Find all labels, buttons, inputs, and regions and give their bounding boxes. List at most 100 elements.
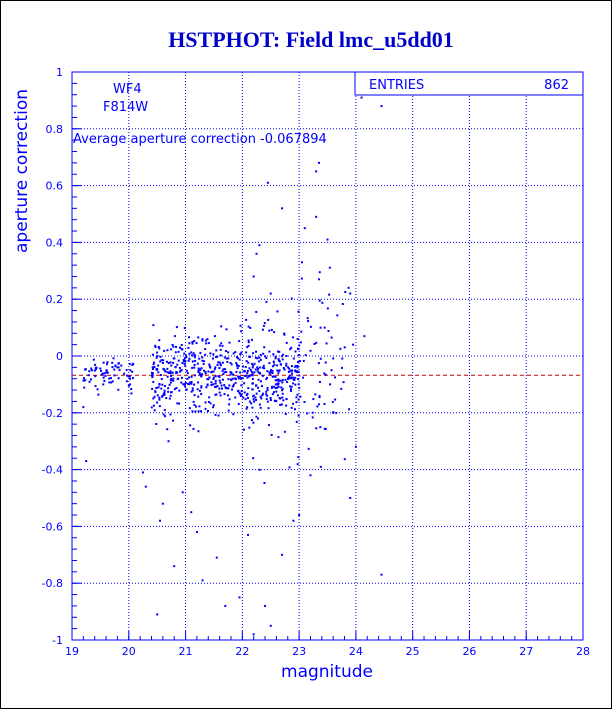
data-point xyxy=(268,371,271,374)
data-point xyxy=(295,420,298,423)
data-point xyxy=(214,379,217,382)
data-point xyxy=(257,367,260,370)
data-point xyxy=(283,430,286,433)
data-point xyxy=(287,370,290,373)
data-point xyxy=(154,346,157,349)
data-point xyxy=(174,345,177,348)
data-point xyxy=(218,387,221,390)
data-point xyxy=(175,326,178,329)
data-point xyxy=(163,391,166,394)
data-point xyxy=(152,367,155,370)
data-point xyxy=(159,360,162,363)
data-point xyxy=(93,369,96,372)
data-point xyxy=(205,386,208,389)
data-point xyxy=(103,379,106,382)
data-point xyxy=(219,348,222,351)
data-point xyxy=(292,519,295,522)
data-point xyxy=(102,361,105,364)
data-point xyxy=(249,369,252,372)
data-point xyxy=(265,397,268,400)
data-point xyxy=(285,341,288,344)
data-point xyxy=(158,347,161,350)
data-point xyxy=(316,405,319,408)
data-point xyxy=(224,350,227,353)
data-point xyxy=(90,369,93,372)
data-point xyxy=(289,385,292,388)
data-point xyxy=(311,411,314,414)
data-point xyxy=(99,367,102,370)
data-point xyxy=(237,377,240,380)
data-point xyxy=(252,457,255,460)
data-point xyxy=(205,342,208,345)
data-point xyxy=(275,386,278,389)
data-point xyxy=(271,385,274,388)
data-point xyxy=(173,565,176,568)
data-point xyxy=(344,290,347,293)
data-point xyxy=(245,407,248,410)
data-point xyxy=(228,341,231,344)
data-point xyxy=(303,227,306,230)
data-point xyxy=(257,417,260,420)
data-point xyxy=(228,384,231,387)
data-point xyxy=(243,370,246,373)
data-point xyxy=(252,421,255,424)
data-point xyxy=(176,371,179,374)
data-point xyxy=(194,354,197,357)
data-point xyxy=(183,357,186,360)
data-point xyxy=(171,378,174,381)
data-point xyxy=(254,396,257,399)
data-point xyxy=(318,299,321,302)
data-point xyxy=(234,381,237,384)
data-point xyxy=(281,387,284,390)
data-point xyxy=(275,400,278,403)
data-point xyxy=(277,436,280,439)
camera-annotation: WF4 xyxy=(113,82,142,97)
data-point xyxy=(281,389,284,392)
data-point xyxy=(348,408,351,411)
data-point xyxy=(127,375,130,378)
data-point xyxy=(150,406,153,409)
data-point xyxy=(206,409,209,412)
data-point xyxy=(255,350,258,353)
data-point xyxy=(343,458,346,461)
data-point xyxy=(197,430,200,433)
data-point xyxy=(243,382,246,385)
data-point xyxy=(164,369,167,372)
data-point xyxy=(204,353,207,356)
data-point xyxy=(257,378,260,381)
data-point xyxy=(261,394,264,397)
data-point xyxy=(252,633,255,636)
data-point xyxy=(223,393,226,396)
data-point xyxy=(211,357,214,360)
data-point xyxy=(287,366,290,369)
data-point xyxy=(273,331,276,334)
data-point xyxy=(290,388,293,391)
data-point xyxy=(343,346,346,349)
data-point xyxy=(198,405,201,408)
data-point xyxy=(296,364,299,367)
data-point xyxy=(302,359,305,362)
data-point xyxy=(210,383,213,386)
data-point xyxy=(223,384,226,387)
data-point xyxy=(171,371,174,374)
data-point xyxy=(219,381,222,384)
data-point xyxy=(178,389,181,392)
data-point xyxy=(249,355,252,358)
data-point xyxy=(82,406,85,409)
data-point xyxy=(319,426,322,429)
x-tick-label: 20 xyxy=(122,645,136,658)
data-point xyxy=(195,342,198,345)
data-point xyxy=(178,402,181,405)
data-point xyxy=(246,396,249,399)
data-point xyxy=(334,376,337,379)
data-point xyxy=(128,383,131,386)
data-point xyxy=(218,344,221,347)
data-point xyxy=(248,426,251,429)
data-point xyxy=(217,375,220,378)
data-point xyxy=(263,367,266,370)
data-point xyxy=(152,363,155,366)
data-point xyxy=(83,386,86,389)
data-point xyxy=(250,402,253,405)
data-point xyxy=(247,361,250,364)
data-point xyxy=(271,386,274,389)
